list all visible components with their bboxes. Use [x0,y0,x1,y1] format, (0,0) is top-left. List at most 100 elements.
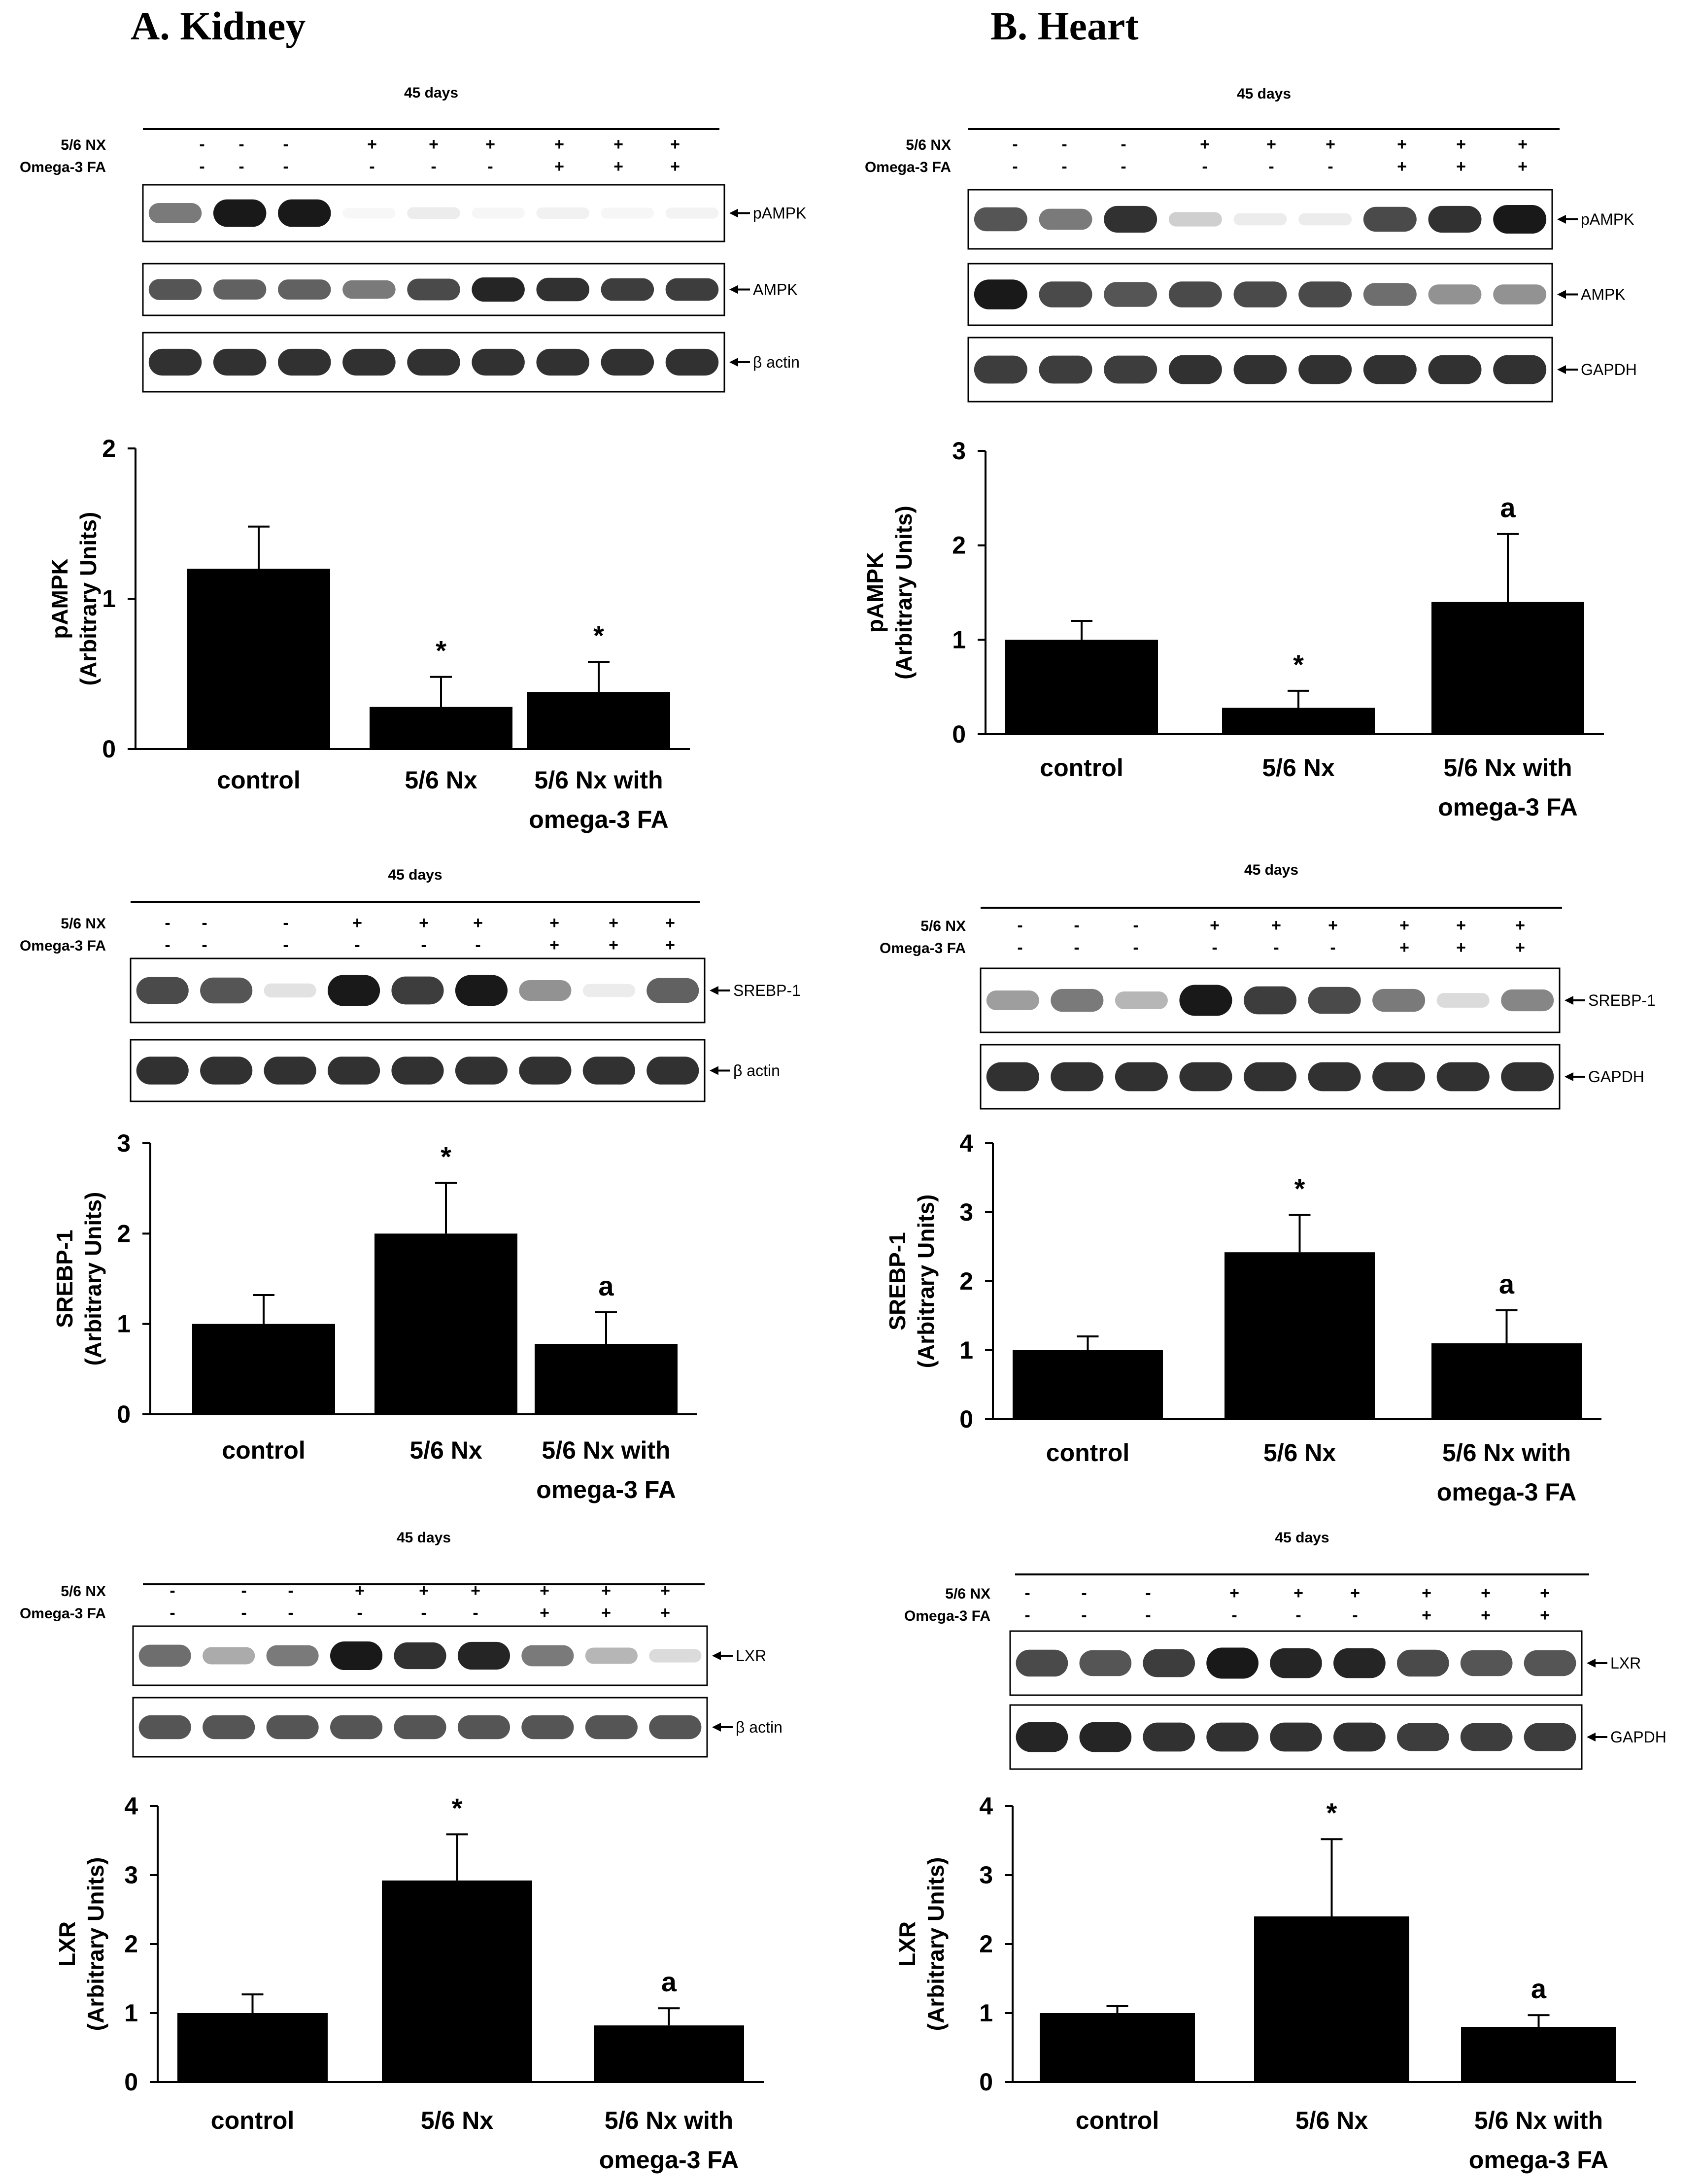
omega-sign: - [165,936,170,955]
bar [1225,1252,1375,1419]
blot-band [1308,987,1361,1014]
omega-sign: - [475,936,480,955]
category-label: 5/6 Nx with omega-3 FA [599,2107,739,2174]
blot-band [138,1644,191,1667]
y-tick-label: 1 [959,1336,973,1364]
omega-sign: - [238,157,244,176]
blot-band [342,208,396,218]
category-label: 5/6 Nx [405,766,477,794]
blot-band [582,1057,635,1085]
band-label: AMPK [753,281,798,299]
omega-sign: - [473,1604,478,1622]
nx-sign: + [549,914,559,932]
nx-sign: - [1133,916,1138,935]
treatment-row-label: Omega-3 FA [904,1608,990,1624]
blot-band [394,1642,446,1670]
blot-band [148,279,202,300]
omega-sign: + [601,1604,611,1622]
nx-sign: - [1074,916,1079,935]
omega-sign: - [421,1604,426,1622]
band-arrowhead [729,358,738,367]
timepoint-label: 45 days [397,1530,451,1546]
band-arrowhead [712,1651,721,1660]
blot-band [601,207,654,219]
blot-membrane [132,1625,708,1686]
nx-sign: - [1121,135,1126,154]
nx-sign: + [1518,135,1528,154]
blot-band [136,977,189,1004]
blot-band [649,1715,702,1740]
omega-sign: - [199,157,204,176]
bar [1254,1916,1409,2082]
omega-sign: + [660,1604,670,1622]
significance-mark: a [598,1270,614,1301]
y-tick-label: 1 [979,1999,993,2027]
y-tick-label: 2 [952,532,966,559]
y-tick-label: 2 [102,435,116,462]
omega-sign: - [1212,938,1217,957]
blot-band [1079,1650,1132,1676]
omega-sign: + [1481,1606,1491,1625]
nx-sign: + [1200,135,1210,154]
blot-band [391,1057,444,1085]
nx-sign: + [485,135,495,154]
nx-sign: + [1266,135,1276,154]
blot-band [1436,993,1490,1008]
omega-sign: - [1121,157,1126,176]
blot-band [1179,1062,1232,1092]
panel-kidney-lxr: 45 days 5/6 NX Omega-3 FA - - - - - - + - + - + - + + + + +… [20,1530,782,2174]
significance-mark: a [661,1966,677,1997]
y-tick-label: 0 [959,1405,973,1433]
blot-band [1436,1062,1490,1092]
blot-band [582,984,635,997]
y-tick-label: 4 [124,1792,138,1820]
significance-mark: * [1294,1173,1305,1204]
omega-sign: - [354,936,360,955]
omega-sign: - [487,157,493,176]
nx-sign: + [1481,1584,1491,1603]
bar [594,2025,744,2082]
blot-band [407,278,460,301]
y-tick-label: 0 [102,735,116,763]
blot-band [1493,205,1547,234]
blot-band [1372,989,1426,1012]
nx-sign: - [283,914,288,932]
blot-band [646,978,699,1003]
omega-sign: - [1231,1606,1237,1625]
blot-band [1396,1723,1449,1751]
omega-sign: - [1074,938,1079,957]
nx-sign: + [419,914,429,932]
omega-sign: + [1456,157,1466,176]
blot-band [407,348,460,376]
nx-sign: - [199,135,204,154]
band-label: β actin [733,1062,780,1080]
omega-sign: + [554,157,564,176]
y-axis-label: SREBP-1 (Arbitrary Units) [52,1192,106,1366]
blot-band [1363,283,1417,306]
nx-sign: - [165,914,170,932]
blot-band [536,348,589,376]
omega-sign: - [1133,938,1138,957]
nx-sign: + [1293,1584,1303,1603]
treatment-row-label: Omega-3 FA [20,1605,106,1622]
blot-band [138,1715,191,1740]
omega-sign: - [288,1604,293,1622]
nx-sign: + [352,914,362,932]
blot-band [1501,989,1554,1012]
treatment-row-label: Omega-3 FA [20,159,106,175]
omega-sign: - [369,157,374,176]
treatment-row-label: 5/6 NX [945,1586,990,1602]
blot-band [1333,1722,1386,1752]
band-arrowhead [712,1723,721,1732]
nx-sign: + [665,914,675,932]
treatment-row-label: 5/6 NX [61,1583,106,1600]
y-tick-label: 3 [952,437,966,465]
blot-band [665,348,719,376]
blot-band [519,1057,572,1085]
nx-sign: + [1399,916,1409,935]
blot-band [148,348,202,376]
y-tick-label: 3 [979,1861,993,1889]
blot-band [1104,355,1157,384]
blot-band [1524,1650,1576,1676]
bar [382,1880,532,2082]
